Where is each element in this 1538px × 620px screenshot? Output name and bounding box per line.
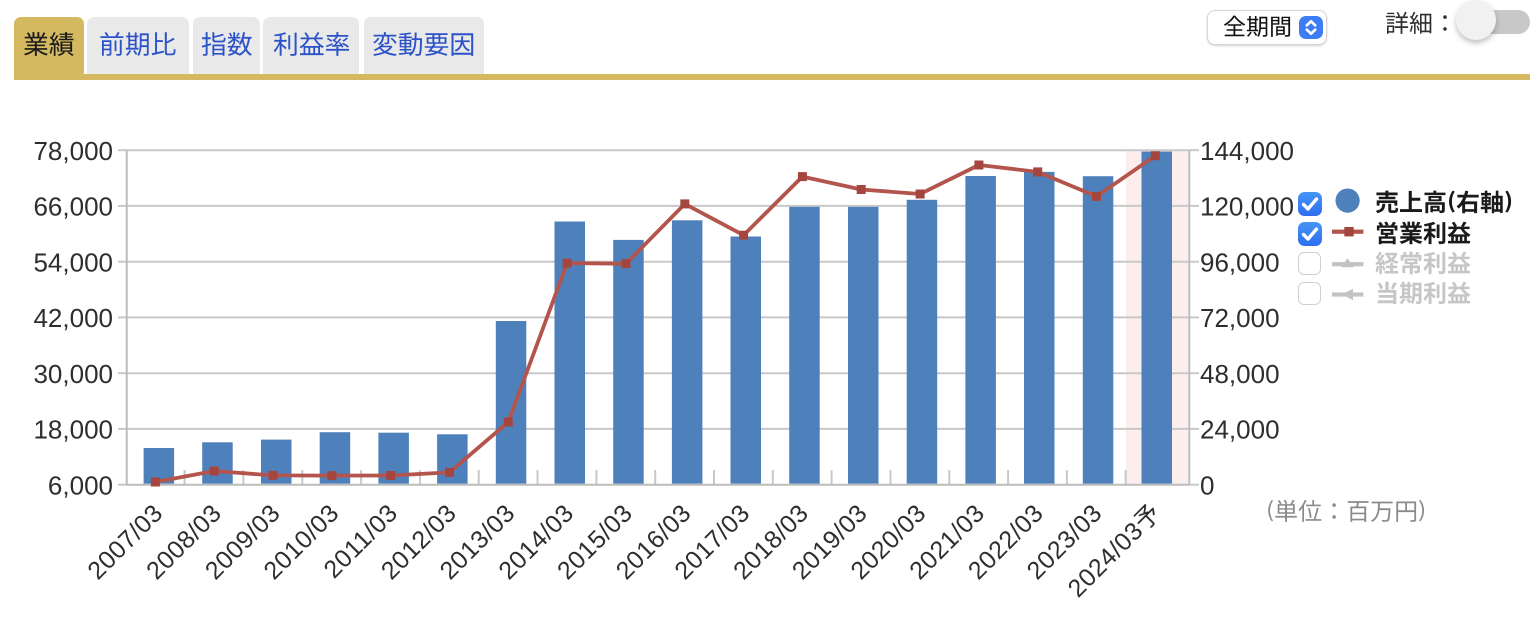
svg-text:24,000: 24,000 bbox=[1200, 415, 1280, 445]
svg-text:0: 0 bbox=[1200, 470, 1214, 500]
svg-text:78,000: 78,000 bbox=[33, 136, 113, 166]
svg-text:6,000: 6,000 bbox=[48, 470, 113, 500]
svg-text:30,000: 30,000 bbox=[33, 359, 113, 389]
svg-text:66,000: 66,000 bbox=[33, 192, 113, 222]
svg-text:54,000: 54,000 bbox=[33, 247, 113, 277]
svg-text:42,000: 42,000 bbox=[33, 303, 113, 333]
svg-text:144,000: 144,000 bbox=[1200, 136, 1294, 166]
svg-text:18,000: 18,000 bbox=[33, 415, 113, 445]
svg-text:96,000: 96,000 bbox=[1200, 247, 1280, 277]
svg-text:120,000: 120,000 bbox=[1200, 192, 1294, 222]
svg-text:72,000: 72,000 bbox=[1200, 303, 1280, 333]
svg-text:48,000: 48,000 bbox=[1200, 359, 1280, 389]
